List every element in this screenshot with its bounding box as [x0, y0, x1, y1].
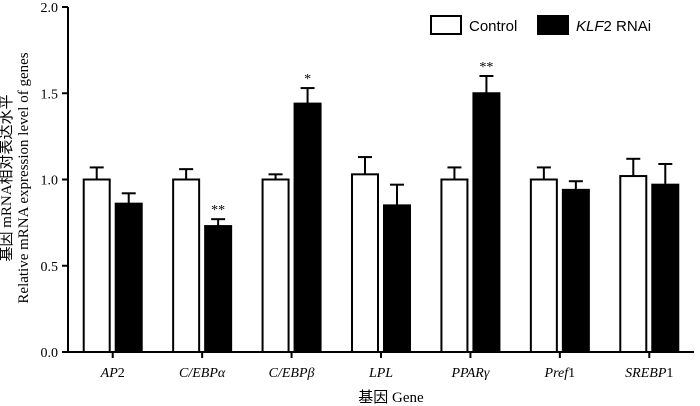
bars-layer	[82, 92, 680, 353]
significance-marker: **	[211, 203, 225, 218]
bar-klf2-rnai	[561, 188, 590, 353]
bar-control	[261, 178, 290, 353]
significance-labels: *****	[211, 60, 493, 218]
x-category-label: C/EBPβ	[269, 366, 315, 381]
y-axis-title-en: Relative mRNA expression level of genes	[16, 52, 32, 303]
bar-klf2-rnai	[472, 92, 501, 353]
bar-control	[619, 175, 648, 353]
legend-swatch-klf2	[537, 15, 569, 35]
x-category-label: C/EBPα	[179, 366, 226, 381]
bar-control	[351, 173, 379, 353]
bar-control	[172, 178, 201, 353]
legend-label-control: Control	[469, 18, 517, 35]
bar-klf2-rnai	[204, 225, 233, 353]
y-axis-title-cn: 基因 mRNA相对表达水平	[0, 94, 15, 261]
bar-klf2-rnai	[293, 102, 322, 353]
x-category-label: Pref1	[544, 366, 576, 381]
x-category-label: SREBP1	[625, 366, 673, 381]
bar-control	[82, 178, 111, 353]
y-tick-label: 0.0	[41, 346, 59, 361]
x-category-label: AP2	[100, 366, 125, 381]
error-bars-layer	[89, 75, 673, 227]
y-tick-label: 1.5	[41, 87, 59, 102]
x-axis-title: 基因 Gene	[358, 389, 424, 406]
significance-marker: *	[304, 72, 311, 87]
x-category-labels: AP2 C/EBPα C/EBPβ LPL PPARγ Pref1 SREBP1	[100, 366, 674, 381]
x-category-label: PPARγ	[450, 366, 489, 381]
y-tick-label: 0.5	[41, 260, 59, 275]
bar-control	[529, 178, 558, 353]
bar-klf2-rnai	[383, 204, 411, 353]
legend: Control KLF2 RNAi	[430, 15, 651, 35]
significance-marker: **	[479, 60, 493, 75]
bar-klf2-rnai	[651, 183, 680, 353]
legend-label-klf2: KLF2 RNAi	[576, 18, 651, 35]
y-tick-label: 1.0	[41, 174, 59, 189]
bar-klf2-rnai	[114, 202, 143, 353]
x-category-label: LPL	[368, 366, 393, 381]
axes-layer	[67, 7, 694, 358]
y-tick-label: 2.0	[41, 1, 59, 16]
bar-control	[440, 178, 469, 353]
legend-swatch-control	[430, 15, 462, 35]
y-ticks-layer: 0.0 0.5 1.0 1.5 2.0	[41, 1, 68, 361]
